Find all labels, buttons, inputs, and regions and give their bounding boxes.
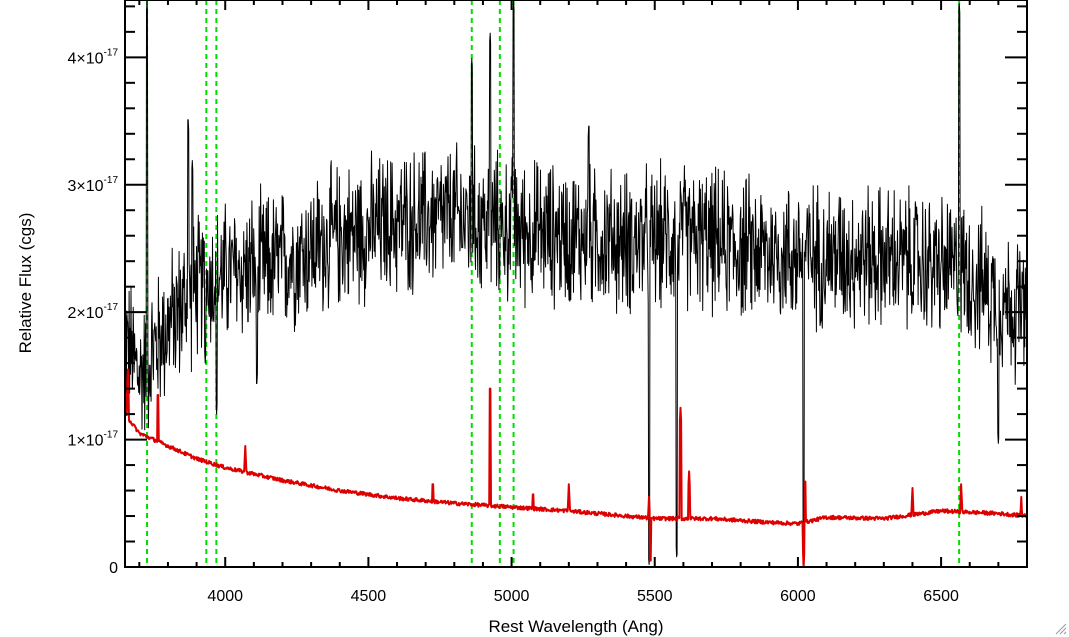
series-spectrum-line bbox=[125, 0, 1027, 565]
y-axis-title: Relative Flux (cgs) bbox=[16, 213, 35, 354]
y-axis: 0 1×10-17 2×10-17 3×10-17 4×10-17 bbox=[68, 5, 1027, 577]
y-tick-label: 1×10-17 bbox=[68, 430, 119, 450]
x-tick-label: 5500 bbox=[637, 588, 673, 605]
x-tick-label: 5000 bbox=[494, 588, 530, 605]
x-tick-label: 4000 bbox=[207, 588, 243, 605]
x-tick-label: 6000 bbox=[780, 588, 816, 605]
y-tick-label: 3×10-17 bbox=[68, 175, 119, 195]
plot-border bbox=[124, 0, 1028, 568]
x-axis: 4000 4500 5000 5500 6000 6500 bbox=[138, 0, 1028, 605]
y-tick-label: 4×10-17 bbox=[68, 47, 119, 67]
plot-frame bbox=[124, 0, 1028, 568]
y-tick-label: 0 bbox=[109, 560, 118, 577]
y-tick-label: 2×10-17 bbox=[68, 302, 119, 322]
x-axis-title: Rest Wavelength (Ang) bbox=[488, 617, 663, 636]
resize-grip-icon[interactable] bbox=[1055, 623, 1067, 635]
x-tick-label: 6500 bbox=[923, 588, 959, 605]
series-error-line bbox=[125, 368, 1027, 567]
x-tick-label: 4500 bbox=[351, 588, 387, 605]
series-layer bbox=[125, 0, 1027, 567]
